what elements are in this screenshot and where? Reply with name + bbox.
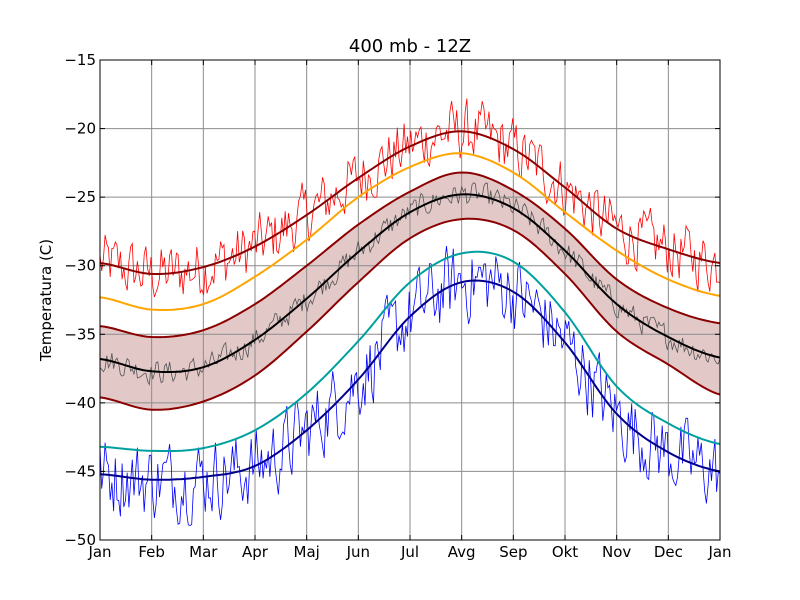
plot-area xyxy=(99,59,721,541)
x-axis: Jan Feb Mar Apr Maj Jun Jul Avg Sep Okt Nov Dec Jan xyxy=(87,60,732,561)
smooth-series-3 xyxy=(99,171,721,339)
y-tick-label: −35 xyxy=(64,325,96,343)
y-axis-label: Temperatura (C) xyxy=(37,239,55,362)
smooth-series-2 xyxy=(99,152,721,311)
smooth-series-4 xyxy=(99,193,721,373)
y-tick-label: −50 xyxy=(64,531,96,549)
daily-series-1 xyxy=(99,98,721,298)
smooth-series-5 xyxy=(99,217,721,411)
x-tick-label: Apr xyxy=(242,543,269,561)
x-tick-label: Mar xyxy=(189,543,218,561)
smooth-series-7 xyxy=(99,279,721,481)
y-tick-label: −20 xyxy=(64,120,96,138)
smooth-series-6 xyxy=(99,250,721,452)
smooth-series-1 xyxy=(99,130,721,275)
x-tick-label: Sep xyxy=(499,543,527,561)
y-tick-label: −40 xyxy=(64,394,96,412)
x-tick-label: Maj xyxy=(294,543,320,561)
daily-series-layer xyxy=(99,98,721,527)
x-tick-label: Jan xyxy=(707,543,731,561)
x-tick-label: Jun xyxy=(346,543,370,561)
daily-series-2 xyxy=(99,182,721,387)
x-tick-label: Avg xyxy=(448,543,476,561)
x-tick-label: Feb xyxy=(138,543,165,561)
y-tick-label: −15 xyxy=(64,51,96,69)
chart-title: 400 mb - 12Z xyxy=(349,36,471,57)
y-tick-label: −45 xyxy=(64,462,96,480)
x-tick-label: Dec xyxy=(654,543,683,561)
daily-series-3 xyxy=(99,246,721,527)
smooth-series-layer xyxy=(99,130,721,481)
x-tick-label: Nov xyxy=(602,543,631,561)
x-tick-label: Jan xyxy=(87,543,111,561)
y-tick-label: −30 xyxy=(64,257,96,275)
x-tick-label: Jul xyxy=(400,543,419,561)
x-tick-label: Okt xyxy=(552,543,578,561)
y-tick-label: −25 xyxy=(64,188,96,206)
y-axis: −50 −45 −40 −35 −30 −25 −20 −15 xyxy=(64,51,720,549)
